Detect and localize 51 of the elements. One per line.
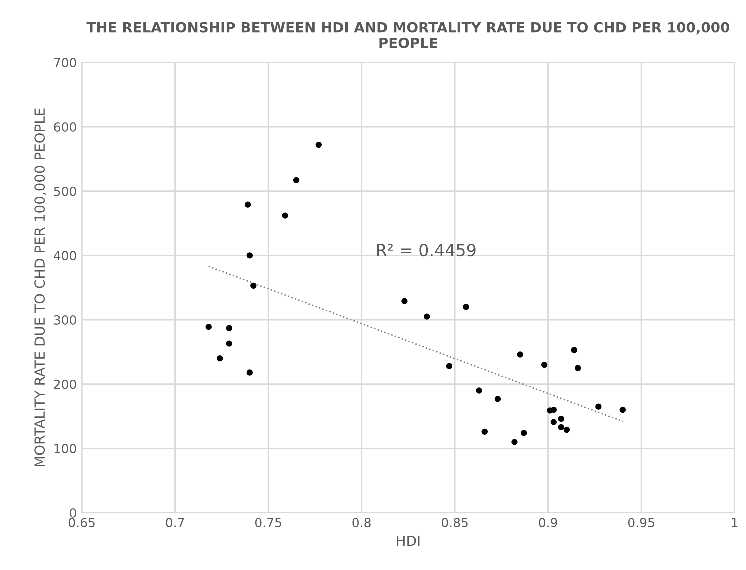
y-tick-label: 500 bbox=[54, 186, 76, 196]
point bbox=[246, 252, 254, 259]
x-tick-label: 0.9 bbox=[539, 518, 558, 528]
y-tick-label: 400 bbox=[54, 251, 76, 261]
x-tick-label: 0.85 bbox=[442, 518, 468, 528]
point bbox=[463, 304, 470, 310]
point bbox=[293, 177, 300, 184]
point bbox=[564, 426, 570, 434]
x-tick-label: 0.7 bbox=[166, 518, 184, 528]
point bbox=[282, 212, 288, 219]
point bbox=[550, 419, 558, 426]
point bbox=[620, 406, 626, 414]
point bbox=[226, 325, 232, 332]
point bbox=[316, 142, 322, 148]
y-tick-label: 600 bbox=[54, 122, 76, 132]
y-axis-title: MORTALITY RATE DUE TO CHD PER 100,000 PEOPLE bbox=[34, 108, 47, 467]
point bbox=[541, 362, 548, 368]
point bbox=[402, 298, 408, 304]
annotation: R² = 0.4459 bbox=[377, 244, 476, 257]
point bbox=[216, 356, 224, 362]
point bbox=[250, 282, 257, 290]
point bbox=[571, 347, 578, 354]
point bbox=[517, 352, 524, 358]
point bbox=[575, 365, 582, 372]
point bbox=[550, 406, 558, 414]
y-tick-label: 300 bbox=[54, 315, 76, 325]
point bbox=[482, 428, 488, 436]
point bbox=[476, 388, 482, 394]
y-tick-label: 0 bbox=[70, 508, 76, 518]
x-axis-title: HDI bbox=[397, 536, 420, 546]
chart-title: THE RELATIONSHIP BETWEEN HDI AND MORTALITY RATE DUE TO CHD PER 100,000 PEOPLE bbox=[86, 22, 730, 48]
point bbox=[494, 396, 502, 402]
x-tick-label: 0.75 bbox=[255, 518, 282, 528]
x-tick-label: 0.8 bbox=[352, 518, 371, 528]
point bbox=[446, 363, 453, 370]
point bbox=[558, 424, 564, 431]
point bbox=[206, 324, 212, 330]
x-tick-label: 1 bbox=[732, 518, 738, 528]
y-tick-label: 100 bbox=[54, 444, 76, 454]
y-tick-label: 200 bbox=[54, 380, 76, 390]
point bbox=[596, 404, 602, 410]
point bbox=[512, 439, 518, 446]
point bbox=[246, 370, 254, 376]
x-tick-label: 0.95 bbox=[628, 518, 654, 528]
y-tick-label: 700 bbox=[54, 58, 76, 68]
point bbox=[244, 202, 252, 208]
point bbox=[226, 340, 232, 347]
point bbox=[424, 314, 430, 320]
point bbox=[558, 416, 564, 422]
x-tick-label: 0.65 bbox=[68, 518, 95, 528]
point bbox=[520, 430, 528, 436]
